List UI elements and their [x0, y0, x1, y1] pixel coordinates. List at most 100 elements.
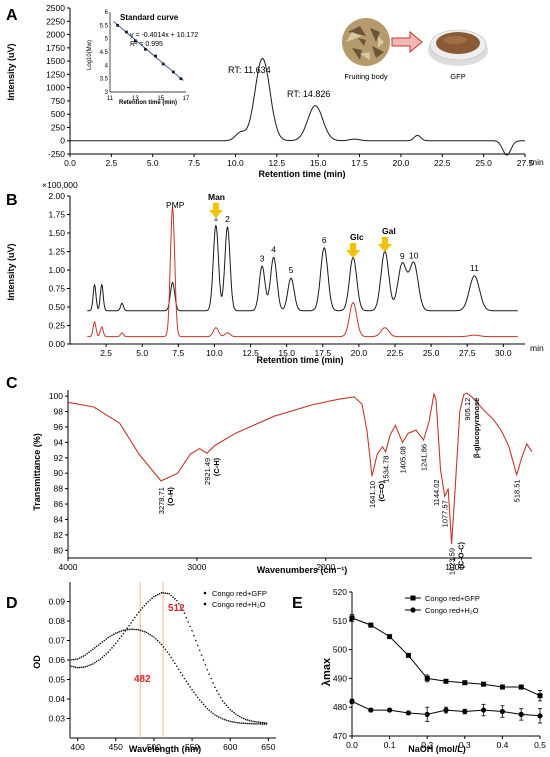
y-tick-label: 84 — [54, 514, 64, 524]
h2o-spectrum-point — [118, 630, 121, 633]
h2o-spectrum-point — [181, 674, 184, 677]
gfp-spectrum-point — [237, 714, 239, 717]
gfp-spectrum-point — [126, 627, 129, 630]
x-tick-label: 27.5 — [459, 348, 476, 358]
h2o-spectrum-point — [93, 647, 96, 649]
gfp-spectrum-point — [69, 665, 71, 667]
gfp-spectrum-point — [191, 629, 193, 632]
inset-y-tick-label: 5.5 — [100, 23, 109, 29]
h2o-spectrum-point — [95, 645, 98, 648]
man-label: Man — [208, 192, 225, 202]
ftir-line — [67, 391, 533, 545]
x-tick-label: 17.5 — [351, 158, 368, 168]
band-wavenumber-label: 1534.78 — [382, 456, 391, 483]
legend-h2o: Congo red+H₂O — [212, 600, 266, 609]
panel-d-ylabel: OD — [32, 655, 42, 669]
circle-marker — [405, 710, 411, 716]
h2o-spectrum-point — [227, 719, 230, 722]
y-tick-label: 0.05 — [48, 675, 65, 685]
gfp-spectrum-point — [242, 717, 245, 720]
gfp-spectrum-point — [101, 656, 104, 659]
gfp-spectrum-point — [93, 661, 96, 664]
h2o-spectrum-point — [73, 658, 75, 661]
panel-d: D 400 450 500 550 600 650 0.03 0.04 0.05 0.06 0.07… — [6, 582, 276, 754]
h2o-spectrum-point — [195, 694, 197, 696]
h2o-spectrum-point — [250, 722, 253, 725]
band-group-label: (C-H) — [212, 457, 221, 476]
inset-point — [144, 47, 147, 51]
panel-d-axes: 400 450 500 550 600 650 0.03 0.04 0.05 0.06 0.07 0.… — [48, 582, 276, 752]
h2o-spectrum-point — [90, 649, 92, 652]
inset-y-tick-label: 3 — [105, 90, 109, 96]
square-marker — [481, 681, 487, 687]
x-tick-label: 0.2 — [421, 740, 433, 750]
legend-square-marker — [410, 595, 416, 601]
x-tick-label: 22.5 — [434, 158, 451, 168]
y-tick-label: 92 — [54, 453, 64, 463]
inset-xlabel: Retention time (min) — [119, 100, 177, 106]
gfp-spectrum-point — [166, 592, 169, 595]
inset-ylabel: Log10(Mw) — [87, 40, 93, 70]
x-tick-label: 2.5 — [105, 158, 117, 168]
chromatogram-line — [70, 57, 525, 156]
gfp-spectrum-point — [95, 660, 98, 663]
band-wavenumber-label: 2921.49 — [203, 458, 212, 485]
panel-b-x-unit: min — [530, 343, 544, 353]
h2o-spectrum-point — [246, 722, 249, 725]
y-tick-label: 82 — [54, 530, 64, 540]
x-tick-label: 20.0 — [393, 158, 410, 168]
gfp-spectrum-point — [92, 663, 94, 665]
gfp-spectrum-point — [231, 710, 233, 712]
gfp-spectrum-point — [246, 719, 249, 721]
h2o-spectrum-point — [231, 720, 233, 723]
h2o-spectrum-point — [158, 641, 161, 644]
y-tick-label: 0.25 — [48, 321, 65, 331]
h2o-spectrum-point — [210, 711, 212, 713]
panel-b-chromatograms — [87, 206, 518, 338]
h2o-spectrum-point — [113, 633, 115, 636]
panel-d-legend: Congo red+GFP Congo red+H₂O — [203, 589, 267, 609]
panel-b-axes: 2.5 5.0 7.5 10.0 12.5 15.0 17.5 20.0 22.5 25.0 27.… — [48, 191, 525, 358]
panel-e-ylabel: λmax — [321, 657, 333, 686]
x-tick-label: 5.0 — [147, 158, 159, 168]
panel-b-peak-labels: 1234567891011 — [214, 213, 480, 276]
gfp-spectrum-point — [176, 599, 178, 602]
gfp-spectrum-point — [181, 609, 184, 611]
band-wavenumber-label: 1077.57 — [441, 500, 450, 527]
h2o-spectrum-point — [259, 723, 262, 725]
h2o-spectrum-point — [223, 718, 226, 721]
h2o-spectrum-point — [120, 630, 123, 632]
inset-point — [116, 23, 119, 27]
gfp-spectrum-point — [221, 700, 224, 702]
gfp-spectrum-point — [141, 607, 144, 609]
h2o-spectrum-point — [86, 652, 88, 655]
h2o-spectrum-point — [258, 723, 260, 725]
y-tick-label: 0.50 — [48, 302, 65, 312]
y-tick-label: 510 — [333, 616, 347, 626]
gfp-spectrum-point — [170, 594, 172, 597]
gfp-spectrum-point — [114, 642, 117, 645]
gfp-spectrum-point — [214, 686, 216, 689]
h2o-spectrum-point — [132, 628, 134, 631]
gfp-spectrum-point — [118, 637, 121, 640]
gfp-spectrum-point — [225, 704, 228, 707]
y-tick-label: 98 — [54, 407, 64, 417]
gfp-spectrum-point — [233, 711, 235, 714]
inset-plot: 11 13 15 17 3 3.5 4 4.5 5 5.5 6 — [100, 10, 190, 102]
y-tick-label: 1750 — [46, 43, 65, 53]
band-wavenumber-label: 518.51 — [513, 479, 522, 502]
y-tick-label: 0.75 — [48, 284, 65, 294]
y-tick-label: 0 — [60, 136, 65, 146]
x-tick-label: 17.5 — [315, 348, 332, 358]
y-tick-label: 80 — [54, 545, 64, 555]
sample-trace — [87, 206, 518, 338]
h2o-spectrum-point — [145, 631, 148, 634]
inset-x-tick-label: 13 — [132, 96, 139, 102]
h2o-spectrum-point — [164, 648, 167, 651]
y-tick-label: 1.75 — [48, 210, 65, 220]
h2o-spectrum-point — [84, 654, 87, 656]
inset-y-tick-label: 3.5 — [100, 77, 109, 83]
gfp-spectrum-point — [235, 713, 237, 715]
h2o-spectrum-point — [216, 715, 218, 717]
band-wavenumber-label: 1641.10 — [368, 481, 377, 508]
